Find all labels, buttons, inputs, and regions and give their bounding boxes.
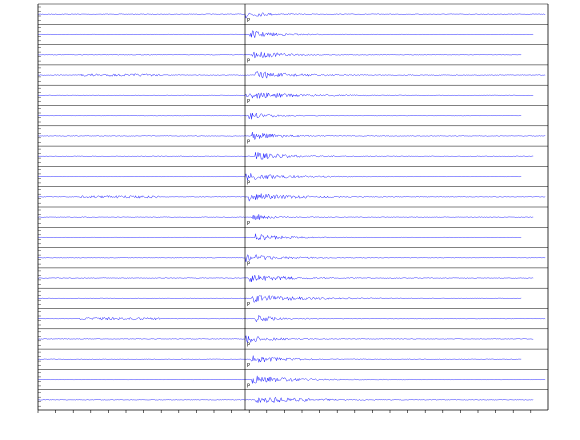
waveform <box>37 92 534 99</box>
trace-layer: P P P P P P P P P P P <box>37 3 548 413</box>
pick-label: P <box>247 343 250 349</box>
waveform <box>37 30 534 39</box>
waveform <box>37 112 522 120</box>
waveform <box>37 233 522 241</box>
waveform <box>37 294 522 303</box>
waveform <box>37 396 534 404</box>
pick-label: P <box>247 383 250 389</box>
waveform <box>37 12 546 19</box>
pick-label: P <box>247 99 250 105</box>
waveform <box>37 314 546 323</box>
waveform <box>37 214 534 221</box>
waveform <box>37 254 546 262</box>
waveform <box>37 172 522 181</box>
waveform <box>37 152 534 160</box>
pick-label: P <box>247 58 250 64</box>
waveform <box>37 131 546 140</box>
pick-label: P <box>247 363 250 369</box>
pick-label: P <box>247 221 250 227</box>
waveform <box>37 355 522 363</box>
pick-label: P <box>247 18 250 24</box>
waveform <box>37 274 534 283</box>
waveform <box>37 70 546 79</box>
waveform <box>37 375 546 384</box>
pick-label: P <box>247 302 250 308</box>
pick-label: P <box>247 261 250 267</box>
waveform <box>37 51 522 59</box>
waveform <box>37 335 534 344</box>
pick-label: P <box>247 180 250 186</box>
waveform <box>37 193 546 203</box>
pick-label: P <box>247 140 250 146</box>
